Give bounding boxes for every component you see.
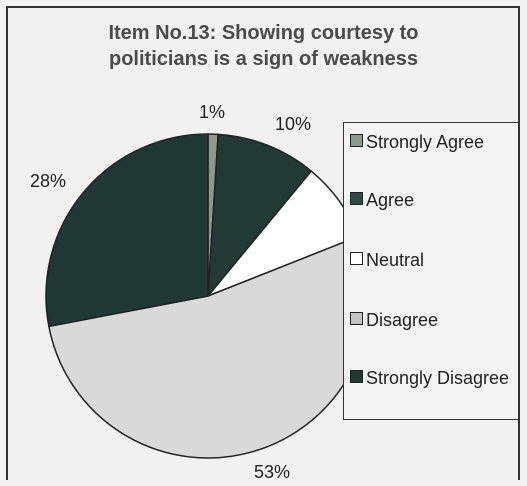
legend-item-agree: Agree (350, 189, 515, 211)
legend-swatch-neutral (350, 252, 363, 265)
legend-label-agree: Agree (366, 190, 415, 210)
legend-label-strongly-disagree: Strongly Disagree (366, 368, 510, 388)
pie-slice-agree (207, 133, 313, 299)
legend-swatch-agree (350, 192, 363, 205)
pie-slices (45, 133, 371, 459)
legend-item-strongly-agree: Strongly Agree (350, 131, 515, 153)
chart-title: Item No.13: Showing courtesy to politici… (0, 20, 527, 72)
legend-swatch-strongly-disagree (350, 370, 363, 383)
legend-label-disagree: Disagree (366, 310, 439, 330)
chart-title-line-1: Item No.13: Showing courtesy to (108, 22, 419, 44)
legend-swatch-strongly-agree (350, 134, 363, 147)
legend-label-neutral: Neutral (366, 250, 425, 270)
pie-label-agree: 10% (275, 114, 311, 134)
chart-title-line-2: politicians is a sign of weakness (109, 48, 418, 70)
legend-item-disagree: Disagree (350, 309, 515, 331)
legend-swatch-disagree (350, 312, 363, 325)
legend: Strongly Agree Agree Neutral Disagree St… (343, 122, 519, 420)
pie-labels: 1% 10% 53% 28% (30, 102, 311, 482)
pie-slice-strongly-disagree (45, 133, 209, 328)
pie-label-disagree: 53% (254, 462, 290, 482)
legend-item-strongly-disagree: Strongly Disagree (350, 367, 515, 389)
pie-label-strongly-disagree: 28% (30, 171, 66, 191)
pie-label-strongly-agree: 1% (199, 102, 225, 122)
legend-item-neutral: Neutral (350, 249, 515, 271)
legend-label-strongly-agree: Strongly Agree (366, 132, 485, 152)
